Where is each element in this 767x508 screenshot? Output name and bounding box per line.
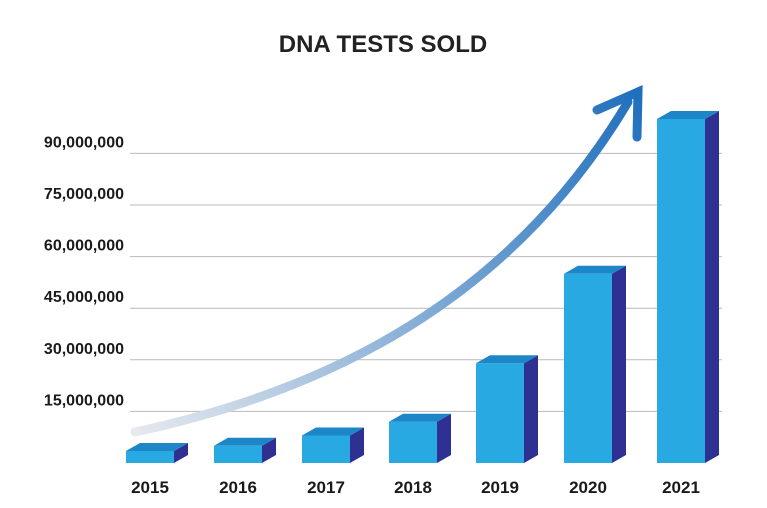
bar-2016 (214, 437, 276, 463)
bar-top (476, 355, 538, 364)
bar-front (214, 445, 262, 463)
bar-front (302, 435, 350, 463)
bar-top (564, 265, 626, 274)
bar-top (302, 427, 364, 436)
y-tick-label: 90,000,000 (44, 134, 124, 151)
bar-front (476, 363, 524, 463)
bar-side (524, 355, 538, 463)
bar-side (350, 427, 364, 463)
bar-top (126, 442, 188, 451)
y-tick-label: 30,000,000 (44, 341, 124, 358)
bar-side (262, 437, 276, 463)
bar-2021 (657, 111, 719, 463)
growth-arrow (130, 85, 643, 437)
gridlines (130, 152, 722, 412)
bar-front (564, 273, 612, 463)
x-tick-label: 2019 (481, 478, 519, 497)
y-tick-label: 60,000,000 (44, 238, 124, 255)
bar-top (214, 437, 276, 446)
bar-front (389, 421, 437, 463)
bar-2019 (476, 355, 538, 463)
x-axis-tick-labels: 2015 2016 2017 2018 2019 2020 2021 (131, 478, 700, 497)
y-tick-label: 45,000,000 (44, 289, 124, 306)
chart-title: DNA TESTS SOLD (279, 31, 487, 58)
y-axis-tick-labels: 15,000,000 30,000,000 45,000,000 60,000,000… (44, 134, 124, 409)
y-tick-label: 15,000,000 (44, 392, 124, 409)
growth-arrow-curve (130, 97, 633, 437)
bar-side (174, 442, 188, 463)
bar-top (657, 111, 719, 119)
x-tick-label: 2018 (394, 478, 432, 497)
bar-top (389, 413, 451, 422)
bar-2017 (302, 427, 364, 463)
x-tick-label: 2020 (569, 478, 607, 497)
x-tick-label: 2015 (131, 478, 169, 497)
x-tick-label: 2016 (219, 478, 257, 497)
bar-front (657, 119, 705, 463)
growth-arrow-head (592, 85, 643, 142)
bars (126, 111, 719, 463)
bar-side (705, 111, 719, 463)
bar-front (126, 450, 174, 463)
bar-2018 (389, 413, 451, 463)
bar-side (612, 265, 626, 463)
bar-2015 (126, 442, 188, 463)
x-tick-label: 2017 (307, 478, 345, 497)
bar-side (437, 413, 451, 463)
y-tick-label: 75,000,000 (44, 186, 124, 203)
x-tick-label: 2021 (662, 478, 700, 497)
bar-2020 (564, 265, 626, 463)
